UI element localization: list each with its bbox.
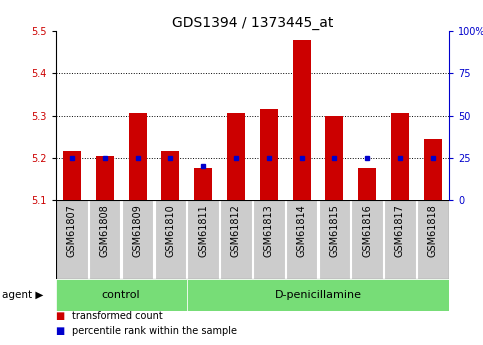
Bar [56,200,88,279]
Title: GDS1394 / 1373445_at: GDS1394 / 1373445_at [171,16,333,30]
Bar [187,200,219,279]
Text: GSM61808: GSM61808 [100,204,110,257]
Bar [253,200,284,279]
Text: GSM61807: GSM61807 [67,204,77,257]
Text: agent ▶: agent ▶ [2,290,44,300]
Text: percentile rank within the sample: percentile rank within the sample [72,326,238,336]
Text: transformed count: transformed count [72,311,163,321]
Bar [89,200,120,279]
Bar [161,151,179,200]
Text: ■: ■ [56,311,65,321]
Text: GSM61818: GSM61818 [428,204,438,257]
Bar [358,168,376,200]
Bar [128,114,146,200]
Bar [63,151,81,200]
Bar [384,200,416,279]
Bar [319,200,350,279]
Text: ■: ■ [56,326,65,336]
Text: GSM61816: GSM61816 [362,204,372,257]
Bar [424,139,442,200]
Bar [56,279,187,311]
Bar [326,116,343,200]
Text: GSM61809: GSM61809 [132,204,142,257]
Bar [260,109,278,200]
Text: GSM61811: GSM61811 [198,204,208,257]
Text: GSM61815: GSM61815 [329,204,340,257]
Bar [227,114,245,200]
Text: GSM61817: GSM61817 [395,204,405,257]
Text: control: control [102,290,141,300]
Bar [122,200,153,279]
Bar [293,39,311,200]
Text: GSM61814: GSM61814 [297,204,307,257]
Bar [286,200,317,279]
Bar [391,114,409,200]
Text: GSM61810: GSM61810 [165,204,175,257]
Text: GSM61812: GSM61812 [231,204,241,257]
Bar [352,200,383,279]
Bar [194,168,212,200]
Text: GSM61813: GSM61813 [264,204,274,257]
Text: D-penicillamine: D-penicillamine [274,290,361,300]
Bar [417,200,449,279]
Bar [96,156,114,200]
Bar [187,279,449,311]
Bar [220,200,252,279]
Bar [155,200,186,279]
